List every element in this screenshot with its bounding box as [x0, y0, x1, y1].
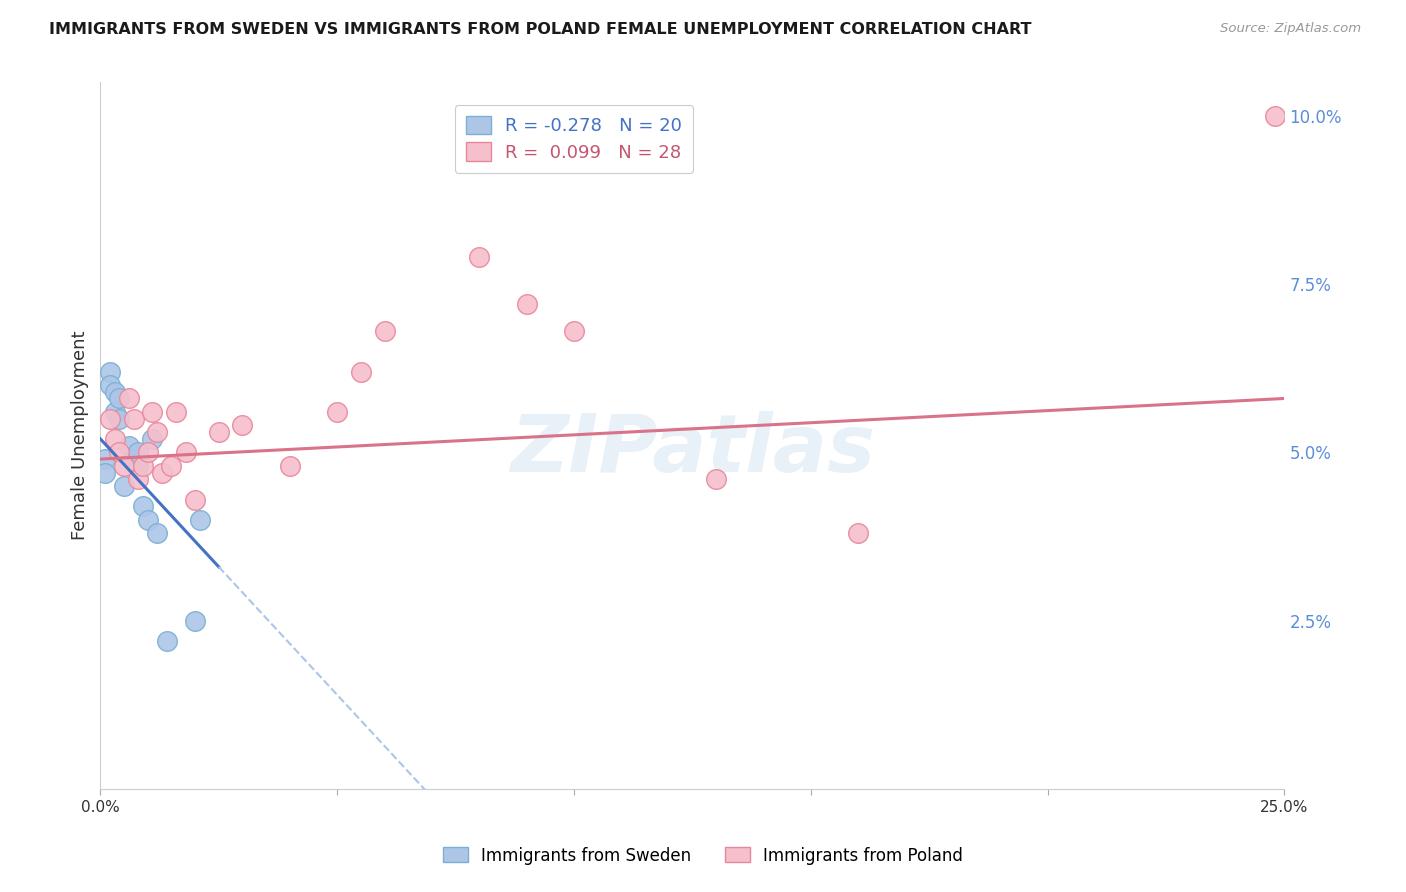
Point — [278, 458, 301, 473]
Point — [174, 445, 197, 459]
Point — [103, 405, 125, 419]
Point — [103, 384, 125, 399]
Point — [132, 458, 155, 473]
Point — [103, 432, 125, 446]
Point — [108, 411, 131, 425]
Point — [118, 392, 141, 406]
Point — [118, 439, 141, 453]
Point — [127, 445, 149, 459]
Point — [150, 466, 173, 480]
Text: ZIPatlas: ZIPatlas — [510, 410, 875, 489]
Point — [112, 458, 135, 473]
Point — [98, 411, 121, 425]
Point — [112, 479, 135, 493]
Point — [373, 324, 395, 338]
Point — [160, 458, 183, 473]
Point — [704, 472, 727, 486]
Point — [122, 411, 145, 425]
Point — [184, 614, 207, 628]
Point — [231, 418, 253, 433]
Point — [108, 445, 131, 459]
Point — [136, 445, 159, 459]
Point — [127, 458, 149, 473]
Point — [98, 378, 121, 392]
Text: Source: ZipAtlas.com: Source: ZipAtlas.com — [1220, 22, 1361, 36]
Point — [846, 526, 869, 541]
Point — [350, 365, 373, 379]
Point — [146, 526, 169, 541]
Point — [98, 365, 121, 379]
Point — [127, 472, 149, 486]
Point — [165, 405, 187, 419]
Text: IMMIGRANTS FROM SWEDEN VS IMMIGRANTS FROM POLAND FEMALE UNEMPLOYMENT CORRELATION: IMMIGRANTS FROM SWEDEN VS IMMIGRANTS FRO… — [49, 22, 1032, 37]
Point — [94, 452, 117, 467]
Point — [136, 513, 159, 527]
Point — [562, 324, 585, 338]
Legend: R = -0.278   N = 20, R =  0.099   N = 28: R = -0.278 N = 20, R = 0.099 N = 28 — [456, 105, 693, 173]
Point — [94, 466, 117, 480]
Point — [516, 297, 538, 311]
Point — [208, 425, 231, 439]
Point — [141, 432, 163, 446]
Point — [1264, 109, 1286, 123]
Point — [188, 513, 211, 527]
Point — [122, 452, 145, 467]
Point — [146, 425, 169, 439]
Legend: Immigrants from Sweden, Immigrants from Poland: Immigrants from Sweden, Immigrants from … — [434, 838, 972, 873]
Point — [156, 634, 179, 648]
Y-axis label: Female Unemployment: Female Unemployment — [72, 331, 89, 541]
Point — [326, 405, 349, 419]
Point — [184, 492, 207, 507]
Point — [108, 392, 131, 406]
Point — [141, 405, 163, 419]
Point — [132, 500, 155, 514]
Point — [468, 250, 491, 264]
